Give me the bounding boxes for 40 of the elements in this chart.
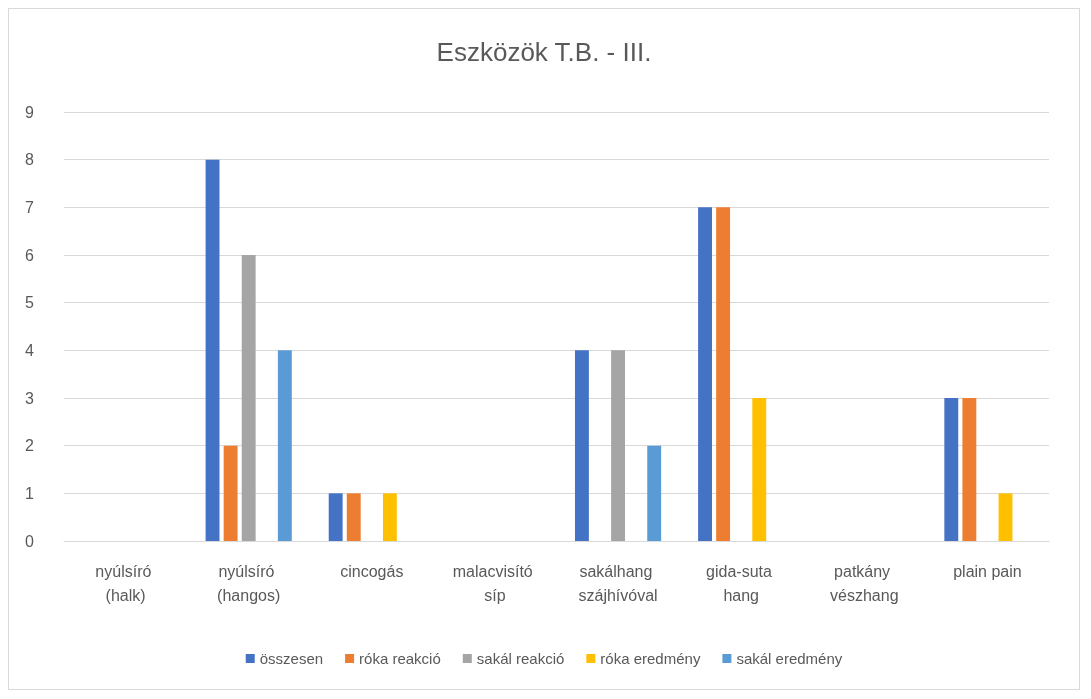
x-tick-label: patkány vészhang: [830, 562, 899, 604]
bar: [205, 159, 220, 541]
bar: [998, 493, 1013, 541]
bar: [752, 398, 767, 541]
bar: [611, 350, 626, 541]
legend-label: összesen: [259, 650, 324, 667]
y-tick-label: 3: [25, 389, 35, 407]
legend-label: sakál reakció: [476, 650, 565, 667]
y-tick-label: 1: [25, 484, 35, 502]
bar: [647, 445, 662, 541]
x-tick-label: plain pain: [953, 562, 1022, 580]
x-tick-label: nyúlsíró (halk): [95, 562, 156, 604]
bar: [698, 207, 712, 541]
legend-label: róka eredmény: [600, 650, 701, 667]
y-tick-label: 4: [25, 341, 35, 359]
x-tick-label: sakálhang szájhívóval: [578, 562, 658, 604]
y-tick-label: 9: [25, 103, 35, 121]
legend-label: róka reakció: [359, 650, 441, 667]
legend-label: sakál eredmény: [736, 650, 843, 667]
bar: [328, 493, 343, 541]
y-tick-label: 8: [25, 151, 35, 169]
chart-title: Eszközök T.B. - III.: [436, 37, 652, 67]
bar: [962, 398, 977, 541]
x-tick-label: cincogás: [340, 562, 404, 580]
bar: [241, 255, 256, 541]
bar: [716, 207, 731, 541]
bar: [944, 398, 959, 541]
bar: [277, 350, 292, 541]
x-tick-label: malacvisító síp: [452, 562, 538, 604]
bar: [382, 493, 397, 541]
bar: [346, 493, 361, 541]
bar: [574, 350, 589, 541]
y-tick-label: 5: [25, 294, 35, 312]
y-tick-label: 7: [25, 198, 35, 216]
y-tick-label: 2: [25, 437, 35, 455]
bar: [223, 445, 238, 541]
x-tick-label: nyúlsíró (hangos): [217, 562, 281, 604]
y-tick-label: 6: [25, 246, 35, 264]
x-tick-label: gida-suta hang: [706, 562, 777, 604]
y-tick-label: 0: [25, 532, 35, 550]
